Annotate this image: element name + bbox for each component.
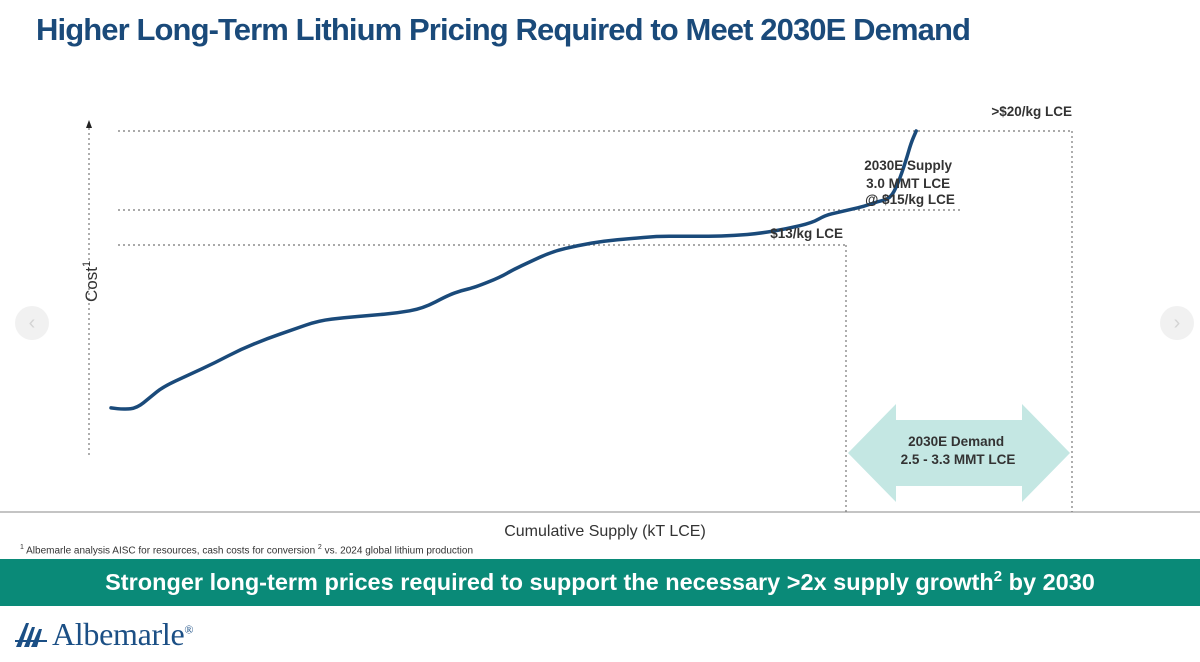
albemarle-logo: Albemarle®	[14, 614, 193, 654]
banner-suffix: by 2030	[1002, 569, 1095, 595]
banner-text: Stronger long-term prices required to su…	[105, 569, 994, 595]
footnote-text-1: Albemarle analysis AISC for resources, c…	[23, 545, 318, 557]
y-axis-title-sup: 1	[81, 261, 93, 267]
y-axis-title: Cost1	[81, 261, 101, 302]
footnote-mark-2: 2	[317, 544, 322, 551]
supply-line-3: @ $15/kg LCE	[865, 192, 955, 207]
x-axis-title: Cumulative Supply (kT LCE)	[504, 523, 706, 540]
y-axis-title-text: Cost	[82, 267, 101, 302]
footnote-text-2: vs. 2024 global lithium production	[321, 545, 474, 557]
cost-curve-chart: >$20/kg LCE 2030E Supply 3.0 MMT LCE @ $…	[0, 104, 1200, 540]
label-20-per-kg: >$20/kg LCE	[991, 104, 1072, 119]
takeaway-banner: Stronger long-term prices required to su…	[0, 559, 1200, 606]
supply-cost-curve	[109, 129, 918, 411]
label-13-per-kg: $13/kg LCE	[770, 226, 843, 241]
albemarle-mark-icon	[15, 623, 47, 647]
supply-line-2: 3.0 MMT LCE	[866, 176, 950, 191]
footnote-mark-1: 1	[20, 544, 24, 551]
demand-line-2: 2.5 - 3.3 MMT LCE	[901, 452, 1016, 467]
y-axis-arrowhead	[86, 120, 92, 128]
prev-slide-button[interactable]: ‹	[15, 306, 49, 340]
demand-arrow	[848, 404, 1070, 502]
logo-wordmark: Albemarle®	[52, 616, 193, 653]
logo-name: Albemarle	[52, 615, 185, 652]
chevron-left-icon: ‹	[28, 312, 36, 334]
supply-line-1: 2030E Supply	[864, 158, 952, 173]
slide-title: Higher Long-Term Lithium Pricing Require…	[36, 12, 971, 47]
footnote: 1 Albemarle analysis AISC for resources,…	[20, 544, 473, 556]
banner-superscript: 2	[993, 568, 1003, 586]
chevron-right-icon: ›	[1173, 312, 1181, 334]
label-2030e-demand: 2030E Demand 2.5 - 3.3 MMT LCE	[901, 434, 1016, 467]
label-2030e-supply: 2030E Supply 3.0 MMT LCE @ $15/kg LCE	[864, 158, 956, 207]
demand-line-1: 2030E Demand	[908, 434, 1004, 449]
next-slide-button[interactable]: ›	[1160, 306, 1194, 340]
logo-registered-mark: ®	[184, 621, 194, 636]
